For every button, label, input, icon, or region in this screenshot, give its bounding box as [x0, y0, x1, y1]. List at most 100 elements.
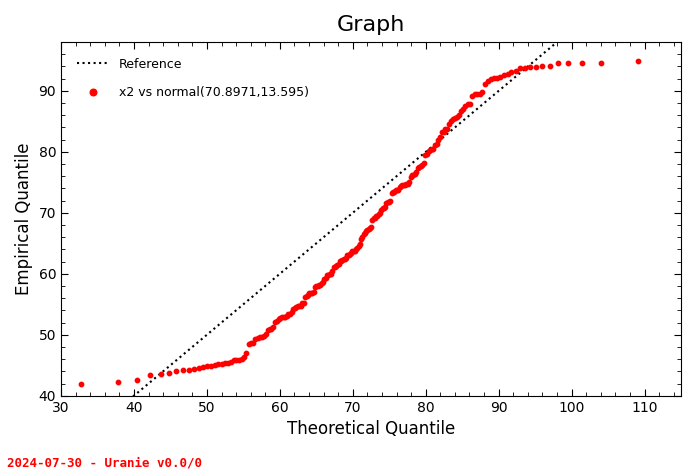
x2 vs normal(70.8971,13.595)	[460, 102, 471, 110]
x2 vs normal(70.8971,13.595)	[411, 168, 422, 176]
x2 vs normal(70.8971,13.595)	[405, 173, 416, 181]
x2 vs normal(70.8971,13.595)	[271, 318, 283, 325]
x2 vs normal(70.8971,13.595)	[434, 133, 445, 141]
x2 vs normal(70.8971,13.595)	[256, 333, 267, 341]
Text: 2024-07-30 - Uranie v0.0/0: 2024-07-30 - Uranie v0.0/0	[7, 456, 202, 470]
x2 vs normal(70.8971,13.595)	[332, 261, 343, 269]
x2 vs normal(70.8971,13.595)	[451, 113, 462, 121]
x2 vs normal(70.8971,13.595)	[317, 278, 329, 286]
x2 vs normal(70.8971,13.595)	[358, 230, 370, 238]
x2 vs normal(70.8971,13.595)	[260, 330, 271, 337]
x2 vs normal(70.8971,13.595)	[299, 294, 310, 301]
x2 vs normal(70.8971,13.595)	[171, 367, 182, 375]
x2 vs normal(70.8971,13.595)	[254, 333, 265, 341]
x2 vs normal(70.8971,13.595)	[354, 240, 365, 247]
x2 vs normal(70.8971,13.595)	[285, 310, 296, 318]
x2 vs normal(70.8971,13.595)	[464, 100, 475, 108]
x2 vs normal(70.8971,13.595)	[442, 125, 453, 133]
x2 vs normal(70.8971,13.595)	[278, 313, 289, 321]
x2 vs normal(70.8971,13.595)	[326, 268, 338, 275]
x2 vs normal(70.8971,13.595)	[226, 358, 237, 366]
x2 vs normal(70.8971,13.595)	[398, 181, 409, 189]
x2 vs normal(70.8971,13.595)	[388, 188, 399, 196]
x2 vs normal(70.8971,13.595)	[164, 369, 175, 377]
x2 vs normal(70.8971,13.595)	[216, 360, 227, 368]
x2 vs normal(70.8971,13.595)	[421, 151, 432, 158]
x2 vs normal(70.8971,13.595)	[348, 247, 359, 255]
Reference	[436, 137, 445, 143]
x2 vs normal(70.8971,13.595)	[390, 186, 401, 194]
x2 vs normal(70.8971,13.595)	[438, 128, 449, 135]
x2 vs normal(70.8971,13.595)	[296, 300, 308, 307]
x2 vs normal(70.8971,13.595)	[386, 189, 397, 196]
x2 vs normal(70.8971,13.595)	[400, 181, 411, 189]
x2 vs normal(70.8971,13.595)	[469, 91, 480, 98]
x2 vs normal(70.8971,13.595)	[359, 229, 370, 236]
x2 vs normal(70.8971,13.595)	[280, 313, 291, 320]
x2 vs normal(70.8971,13.595)	[342, 252, 353, 259]
x2 vs normal(70.8971,13.595)	[322, 271, 333, 279]
x2 vs normal(70.8971,13.595)	[502, 70, 513, 77]
x2 vs normal(70.8971,13.595)	[311, 282, 322, 290]
x2 vs normal(70.8971,13.595)	[306, 289, 317, 297]
x2 vs normal(70.8971,13.595)	[382, 199, 393, 206]
x2 vs normal(70.8971,13.595)	[379, 203, 390, 211]
x2 vs normal(70.8971,13.595)	[335, 257, 347, 265]
x2 vs normal(70.8971,13.595)	[338, 256, 349, 263]
x2 vs normal(70.8971,13.595)	[406, 172, 418, 179]
x2 vs normal(70.8971,13.595)	[436, 128, 448, 136]
x2 vs normal(70.8971,13.595)	[345, 251, 356, 258]
x2 vs normal(70.8971,13.595)	[205, 362, 216, 370]
x2 vs normal(70.8971,13.595)	[519, 64, 530, 71]
x2 vs normal(70.8971,13.595)	[287, 305, 299, 313]
x2 vs normal(70.8971,13.595)	[228, 357, 239, 364]
x2 vs normal(70.8971,13.595)	[324, 270, 335, 278]
x2 vs normal(70.8971,13.595)	[132, 376, 143, 383]
x2 vs normal(70.8971,13.595)	[537, 63, 548, 70]
x2 vs normal(70.8971,13.595)	[377, 205, 388, 212]
x2 vs normal(70.8971,13.595)	[395, 183, 406, 190]
x2 vs normal(70.8971,13.595)	[301, 292, 313, 300]
x2 vs normal(70.8971,13.595)	[477, 88, 488, 95]
x2 vs normal(70.8971,13.595)	[506, 68, 517, 76]
x2 vs normal(70.8971,13.595)	[394, 183, 405, 191]
x2 vs normal(70.8971,13.595)	[378, 204, 389, 211]
x2 vs normal(70.8971,13.595)	[553, 59, 564, 67]
x2 vs normal(70.8971,13.595)	[295, 302, 306, 310]
x2 vs normal(70.8971,13.595)	[514, 64, 525, 72]
x2 vs normal(70.8971,13.595)	[329, 263, 340, 270]
x2 vs normal(70.8971,13.595)	[401, 180, 412, 188]
x2 vs normal(70.8971,13.595)	[368, 215, 379, 222]
x2 vs normal(70.8971,13.595)	[316, 279, 327, 287]
x2 vs normal(70.8971,13.595)	[404, 178, 415, 185]
x2 vs normal(70.8971,13.595)	[268, 323, 279, 331]
x2 vs normal(70.8971,13.595)	[273, 316, 284, 323]
x2 vs normal(70.8971,13.595)	[357, 233, 368, 241]
x2 vs normal(70.8971,13.595)	[353, 242, 364, 250]
x2 vs normal(70.8971,13.595)	[402, 180, 413, 187]
x2 vs normal(70.8971,13.595)	[334, 257, 345, 265]
x2 vs normal(70.8971,13.595)	[453, 111, 464, 118]
x2 vs normal(70.8971,13.595)	[491, 74, 503, 82]
x2 vs normal(70.8971,13.595)	[308, 288, 319, 296]
x2 vs normal(70.8971,13.595)	[370, 214, 381, 222]
x2 vs normal(70.8971,13.595)	[264, 326, 275, 333]
x2 vs normal(70.8971,13.595)	[145, 371, 156, 379]
x2 vs normal(70.8971,13.595)	[381, 200, 392, 207]
x2 vs normal(70.8971,13.595)	[290, 304, 301, 312]
X-axis label: Theoretical Quantile: Theoretical Quantile	[287, 420, 455, 438]
x2 vs normal(70.8971,13.595)	[563, 59, 574, 67]
x2 vs normal(70.8971,13.595)	[482, 77, 493, 85]
x2 vs normal(70.8971,13.595)	[294, 302, 305, 310]
x2 vs normal(70.8971,13.595)	[595, 59, 606, 67]
x2 vs normal(70.8971,13.595)	[281, 312, 292, 320]
x2 vs normal(70.8971,13.595)	[391, 186, 402, 194]
x2 vs normal(70.8971,13.595)	[474, 91, 485, 98]
x2 vs normal(70.8971,13.595)	[258, 332, 269, 340]
x2 vs normal(70.8971,13.595)	[202, 362, 213, 370]
Reference	[424, 147, 432, 153]
x2 vs normal(70.8971,13.595)	[303, 291, 314, 298]
x2 vs normal(70.8971,13.595)	[510, 67, 521, 75]
x2 vs normal(70.8971,13.595)	[397, 182, 408, 189]
x2 vs normal(70.8971,13.595)	[320, 274, 331, 282]
